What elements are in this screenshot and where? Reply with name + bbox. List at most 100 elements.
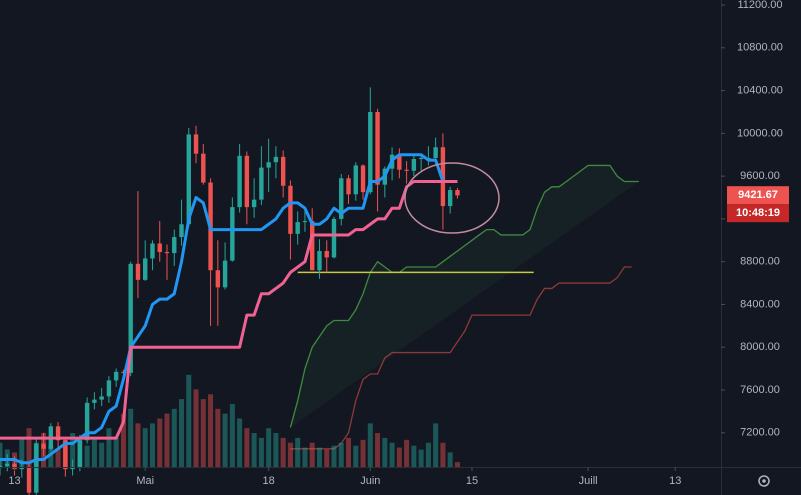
candle-body	[12, 463, 17, 470]
candle-body	[397, 154, 402, 170]
volume-bar	[382, 437, 388, 467]
volume-bar	[229, 403, 235, 467]
volume-bar	[55, 449, 61, 467]
candle-body	[164, 252, 170, 254]
candle-body	[128, 263, 133, 373]
candle-body	[41, 443, 46, 449]
candle-body	[157, 243, 162, 253]
volume-bar	[316, 447, 322, 467]
volume-bar	[433, 423, 439, 467]
volume-bar	[287, 442, 293, 467]
ellipse-drawing	[404, 162, 500, 234]
candle-body	[259, 167, 264, 200]
candle-body	[143, 258, 148, 280]
y-tick-label: 11200.00	[737, 0, 782, 11]
candle-body	[63, 440, 68, 470]
volume-bar	[19, 437, 25, 467]
candle-body	[237, 155, 242, 208]
settings-icon[interactable]	[758, 475, 770, 487]
candle-body	[310, 221, 315, 271]
candle-body	[368, 111, 373, 193]
volume-bar	[375, 433, 381, 467]
volume-bar	[280, 437, 286, 467]
volume-bar	[0, 442, 3, 467]
candle-body	[266, 162, 271, 168]
indicator-line	[0, 179, 458, 440]
price-tag-label: 9421.67	[738, 189, 778, 201]
volume-bar	[113, 437, 119, 467]
candle-body	[324, 250, 329, 258]
volume-bar	[302, 447, 308, 467]
gear[interactable]	[758, 475, 770, 487]
candle-body	[411, 159, 417, 171]
volume-bar	[215, 408, 221, 467]
volume-bar	[193, 389, 199, 467]
volume-bar	[396, 447, 402, 467]
volume-bar	[251, 433, 257, 467]
gear-center[interactable]	[762, 479, 766, 483]
volume-bar	[273, 433, 279, 467]
volume-bar	[360, 439, 366, 467]
candle-body	[193, 134, 199, 154]
candle-body	[135, 263, 141, 280]
volume-bar	[411, 445, 417, 467]
y-tick-label: 8000.00	[740, 341, 780, 353]
volume-bar	[309, 442, 315, 467]
candle-body	[418, 157, 424, 160]
candle-body	[346, 178, 351, 195]
candle-body	[34, 443, 39, 493]
candle-body	[244, 155, 250, 208]
candle-body	[433, 147, 438, 158]
x-tick-label: Juin	[360, 475, 380, 487]
candle-body	[230, 207, 235, 261]
y-tick-label: 9600.00	[740, 170, 780, 182]
volume-bar	[179, 399, 185, 467]
y-tick-label: 7600.00	[740, 384, 780, 396]
candle-body	[440, 147, 446, 207]
volume-bar	[440, 442, 446, 467]
candle-body	[317, 250, 322, 271]
volume-bar	[404, 439, 410, 467]
candle-body	[55, 426, 61, 441]
candle-body	[92, 399, 97, 403]
volume-bar	[295, 437, 301, 467]
y-tick-label: 8800.00	[740, 256, 780, 268]
volume-bar	[200, 399, 206, 467]
volume-bar	[258, 437, 264, 467]
candle-body	[455, 190, 460, 196]
y-tick-label: 10400.00	[737, 84, 783, 96]
candle-body	[70, 467, 75, 470]
countdown-label: 10:48:19	[736, 207, 780, 219]
volume-bar	[425, 442, 431, 467]
candle-body	[375, 111, 380, 185]
volume-bar	[222, 413, 228, 467]
indicator-line	[0, 153, 458, 465]
candle-body	[99, 396, 104, 400]
candle-body	[251, 199, 257, 208]
candle-body	[404, 169, 409, 171]
x-tick-label: 15	[466, 475, 478, 487]
candle-body	[77, 440, 83, 467]
volume-bar	[418, 449, 424, 467]
volume-bar	[99, 442, 105, 467]
candle-body	[280, 156, 286, 186]
candle-body	[273, 156, 279, 163]
candle-body	[179, 224, 184, 238]
candle-body	[26, 467, 32, 493]
volume-bar	[142, 428, 148, 467]
candle-body	[150, 243, 155, 259]
volume-bar	[70, 433, 76, 467]
price-tag	[727, 186, 789, 205]
volume-bar	[149, 423, 155, 467]
volume-bar	[208, 394, 214, 467]
y-tick-label: 10000.00	[737, 127, 783, 139]
y-tick-label: 10800.00	[737, 42, 783, 54]
x-tick-label: 18	[263, 475, 275, 487]
volume-bar	[324, 449, 330, 467]
volume-bar	[237, 418, 243, 467]
candle-body	[288, 185, 293, 234]
candle-body	[172, 237, 177, 254]
